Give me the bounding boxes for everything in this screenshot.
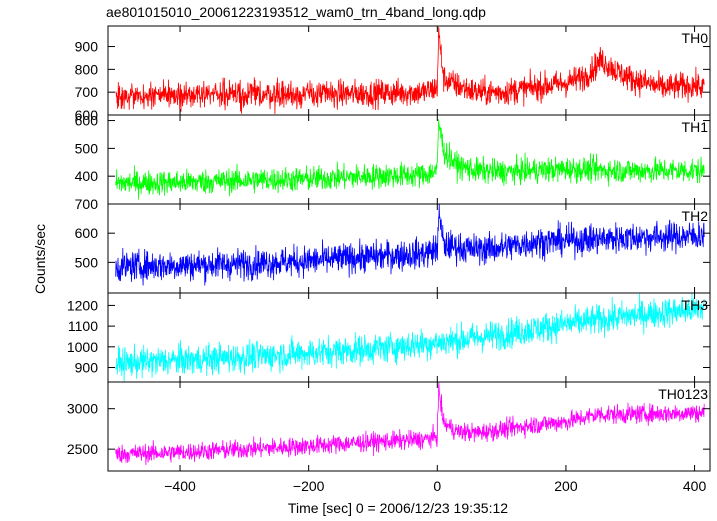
y-tick-label: 700 [75,196,99,212]
x-axis-label: Time [sec] 0 = 2006/12/23 19:35:12 [288,500,508,516]
y-tick-label: 500 [75,254,99,270]
panel-label: TH0 [682,30,709,46]
chart-title: ae801015010_20061223193512_wam0_trn_4ban… [106,4,486,20]
panel-label: TH2 [682,208,709,224]
x-tick-label: 400 [683,478,707,494]
series-line-th1 [115,119,705,200]
series-line-th0 [115,26,705,115]
y-tick-label: 500 [75,140,99,156]
panels-group: 600 700 800 900 TH0 400 500 600 TH1 500 600 700 TH2 9… [67,25,711,494]
panel-th0123: 2500 3000 TH0123 [67,382,710,471]
y-axis-label: Counts/sec [32,224,48,294]
panel-th1: 400 500 600 TH1 [75,113,710,204]
y-tick-label: 400 [75,168,99,184]
y-tick-label: 2500 [67,441,98,457]
y-tick-label: 3000 [67,401,98,417]
y-tick-label: 900 [75,360,99,376]
x-tick-label: −200 [293,478,325,494]
y-tick-label: 1000 [67,339,98,355]
panel-th3: 900 1000 1100 1200 TH3 [67,293,710,382]
y-tick-label: 1200 [67,297,98,313]
x-tick-label: 200 [554,478,578,494]
panel-label: TH1 [682,119,709,135]
panel-label: TH0123 [658,386,708,402]
y-tick-label: 600 [75,113,99,129]
y-tick-label: 800 [75,61,99,77]
series-line-th2 [115,204,705,286]
series-line-th0123 [115,382,705,466]
y-tick-label: 600 [75,107,99,123]
panel-th0: 600 700 800 900 TH0 [75,26,710,123]
panel-label: TH3 [682,297,709,313]
panel-th2: 500 600 700 TH2 [75,196,710,293]
x-tick-label: −400 [164,478,196,494]
y-tick-label: 700 [75,84,99,100]
series-line-th3 [115,293,705,382]
x-tick-label: 0 [433,478,441,494]
y-tick-label: 900 [75,39,99,55]
y-tick-label: 600 [75,225,99,241]
plot-frame [107,25,711,472]
y-tick-label: 1100 [68,318,98,334]
